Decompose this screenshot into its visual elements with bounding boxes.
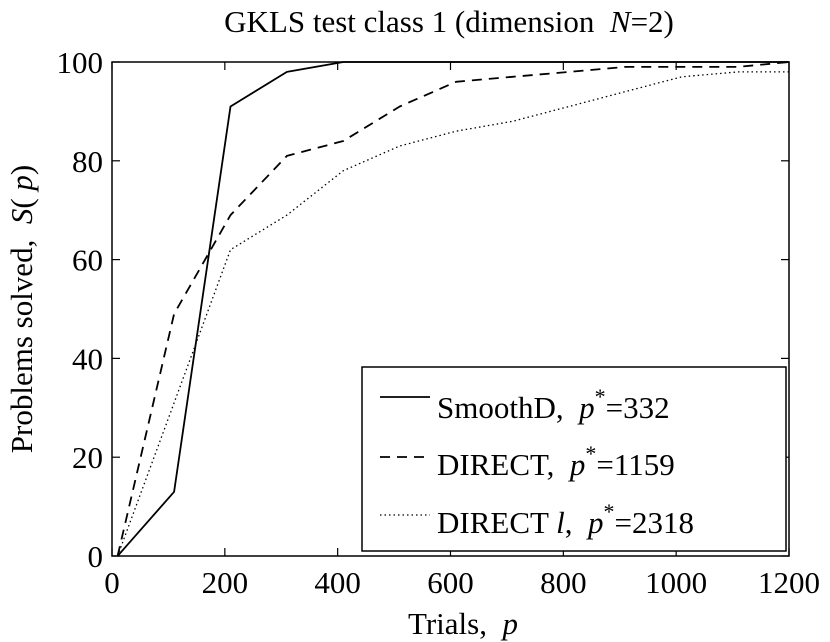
legend-label-direct-l: DIRECT l, p*=2318 <box>437 499 694 540</box>
y-tick-label: 40 <box>72 341 103 376</box>
y-tick-label: 60 <box>72 243 103 278</box>
x-tick-label: 1000 <box>645 565 707 600</box>
x-tick-label: 600 <box>427 565 474 600</box>
x-tick-label: 0 <box>104 565 120 600</box>
x-axis-label: Trials, p <box>408 606 518 641</box>
y-axis-ticks: 0 20 40 60 80 100 <box>57 45 789 574</box>
x-tick-label: 200 <box>202 565 249 600</box>
x-tick-label: 1200 <box>758 565 820 600</box>
series-layer <box>116 61 790 557</box>
x-tick-label: 400 <box>314 565 361 600</box>
series-line-direct <box>116 61 790 557</box>
legend-entry-direct: DIRECT, p*=1159 <box>380 441 675 482</box>
y-tick-label: 20 <box>72 440 103 475</box>
y-tick-label: 100 <box>57 45 104 80</box>
legend-box <box>361 366 787 552</box>
legend: SmoothD, p*=332 DIRECT, p*=1159 DIRECT l… <box>361 366 787 552</box>
series-line-smoothd <box>116 61 789 557</box>
legend-label-direct: DIRECT, p*=1159 <box>437 441 675 482</box>
y-tick-label: 0 <box>88 539 104 574</box>
chart-title: GKLS test class 1 (dimension N=2) <box>224 4 674 39</box>
y-axis-label: Problems solved, S( p) <box>4 165 39 453</box>
legend-entry-smoothd: SmoothD, p*=332 <box>380 384 670 425</box>
x-axis-ticks: 0 200 400 600 800 1000 1200 <box>104 62 820 600</box>
legend-entry-direct-l: DIRECT l, p*=2318 <box>380 499 694 540</box>
y-tick-label: 80 <box>72 144 103 179</box>
legend-label-smoothd: SmoothD, p*=332 <box>437 384 670 425</box>
x-tick-label: 800 <box>540 565 587 600</box>
